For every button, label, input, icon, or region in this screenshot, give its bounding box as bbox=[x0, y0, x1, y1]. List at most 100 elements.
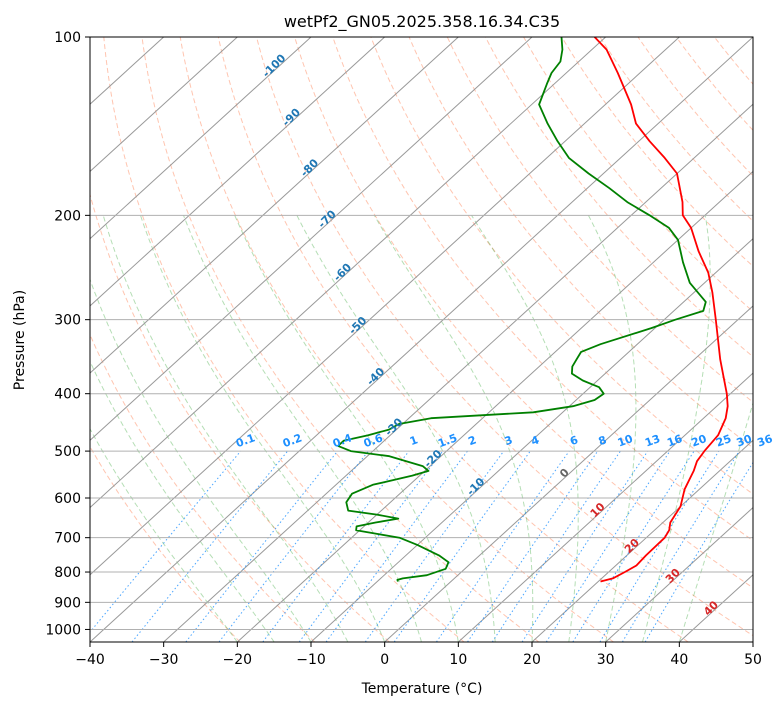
isotherm-line bbox=[90, 37, 607, 509]
mixing-ratio-label: 13 bbox=[643, 432, 662, 449]
dry-adiabat bbox=[599, 37, 753, 222]
dry-adiabat bbox=[90, 192, 390, 642]
mixing-ratio-label: 16 bbox=[665, 432, 684, 450]
isotherm-line bbox=[236, 170, 753, 642]
mixing-ratio-label: 2 bbox=[467, 433, 479, 448]
temperature-line bbox=[593, 37, 729, 583]
pressure-gridlines bbox=[90, 37, 753, 630]
isotherm-line bbox=[90, 37, 386, 307]
moist-adiabat bbox=[642, 215, 711, 642]
y-tick-label: 1000 bbox=[45, 622, 81, 638]
x-axis-title: Temperature (°C) bbox=[361, 681, 483, 697]
mixing-ratio-line bbox=[521, 450, 649, 642]
isotherm-line bbox=[90, 37, 533, 442]
dry-adiabat bbox=[446, 37, 753, 403]
y-tick-label: 800 bbox=[54, 565, 81, 581]
isotherm-line bbox=[531, 439, 753, 642]
mixing-ratio-label: 3 bbox=[503, 433, 515, 448]
y-tick-label: 400 bbox=[54, 387, 81, 403]
x-tick-label: 0 bbox=[380, 652, 389, 668]
mixing-ratio-label: 0.6 bbox=[362, 431, 385, 450]
dry-adiabat bbox=[408, 37, 753, 449]
mixing-ratio-line bbox=[435, 450, 570, 642]
x-tick-label: 10 bbox=[449, 652, 467, 668]
x-tick-label: −30 bbox=[149, 652, 179, 668]
mixing-ratio-label: 0.2 bbox=[281, 431, 304, 450]
moist-adiabat bbox=[587, 215, 637, 642]
mixing-ratio-line bbox=[298, 450, 444, 642]
mixing-ratio-line bbox=[491, 450, 621, 642]
dry-adiabat bbox=[179, 37, 614, 642]
x-tick-label: −40 bbox=[75, 652, 105, 668]
plot-frame bbox=[89, 36, 754, 643]
mixing-ratio-line bbox=[325, 450, 468, 642]
mixing-ratio-line bbox=[467, 450, 599, 642]
moist-adiabat bbox=[183, 215, 422, 642]
x-tick-label: 50 bbox=[744, 652, 762, 668]
dry-adiabat bbox=[752, 37, 753, 39]
x-tick-label: 30 bbox=[597, 652, 615, 668]
mixing-ratio-label: 10 bbox=[616, 432, 635, 450]
y-tick-label: 200 bbox=[54, 208, 81, 224]
dewpoint-line bbox=[337, 37, 707, 582]
mixing-ratio-line bbox=[262, 450, 410, 642]
isotherm-line bbox=[90, 37, 238, 173]
dry-adiabat bbox=[637, 37, 753, 177]
moist-adiabat bbox=[102, 215, 349, 642]
y-tick-label: 300 bbox=[54, 313, 81, 329]
isotherm-line bbox=[752, 641, 753, 642]
x-axis: −40 −30 −20 −10 0 10 20 30 40 50 bbox=[75, 642, 762, 668]
isotherm-line bbox=[310, 237, 753, 642]
mixing-ratio-line bbox=[393, 450, 531, 642]
x-tick-label: −10 bbox=[296, 652, 326, 668]
mixing-ratio-label: 36 bbox=[755, 432, 774, 450]
dry-adiabat bbox=[217, 37, 689, 642]
y-tick-label: 900 bbox=[54, 595, 81, 611]
y-tick-label: 700 bbox=[54, 531, 81, 547]
y-axis-title: Pressure (hPa) bbox=[12, 290, 28, 390]
isotherm-line bbox=[90, 37, 459, 374]
mixing-ratio-label: 1 bbox=[408, 433, 420, 448]
y-tick-label: 500 bbox=[54, 444, 81, 460]
x-tick-label: −20 bbox=[223, 652, 253, 668]
mixing-ratio-label: 6 bbox=[568, 433, 580, 448]
moist-adiabat bbox=[296, 215, 496, 642]
mixing-ratio-line bbox=[545, 450, 671, 642]
mixing-ratio-label: 4 bbox=[529, 433, 541, 448]
moist-adiabat bbox=[90, 278, 312, 642]
mixing-ratio-label: 8 bbox=[597, 433, 609, 448]
mixing-ratio-label: 1.5 bbox=[436, 431, 459, 450]
mixing-ratio-label: 20 bbox=[690, 432, 709, 450]
isotherm-line bbox=[90, 37, 312, 240]
x-tick-label: 40 bbox=[670, 652, 688, 668]
isotherm-line bbox=[90, 37, 680, 576]
mixing-ratio-label: 30 bbox=[735, 432, 754, 450]
x-tick-label: 20 bbox=[523, 652, 541, 668]
mixing-ratio-label: 0.4 bbox=[331, 431, 354, 450]
mixing-ratio-line bbox=[572, 450, 695, 642]
dry-adiabat bbox=[523, 37, 753, 313]
isotherm-line bbox=[605, 506, 753, 642]
dry-adiabat bbox=[294, 37, 753, 589]
mixing-ratio-label: 0.1 bbox=[234, 431, 257, 450]
dry-adiabat bbox=[141, 37, 540, 642]
mixing-ratio-line bbox=[90, 450, 242, 633]
dry-adiabat bbox=[90, 333, 316, 642]
isotherm-line bbox=[90, 37, 753, 642]
isotherm-line bbox=[163, 103, 753, 642]
isotherm-line bbox=[384, 305, 753, 642]
moist-adiabat bbox=[678, 401, 753, 642]
y-tick-label: 600 bbox=[54, 491, 81, 507]
dry-adiabat bbox=[256, 37, 753, 637]
dry-adiabat bbox=[332, 37, 753, 542]
y-tick-label: 100 bbox=[54, 30, 81, 46]
dry-adiabat bbox=[484, 37, 753, 358]
isotherm-line bbox=[457, 372, 753, 642]
mixing-ratio-line bbox=[185, 450, 338, 642]
background-lines bbox=[90, 37, 753, 642]
mixing-ratio-line bbox=[131, 450, 288, 642]
mixing-ratio-line bbox=[364, 450, 505, 642]
chart-title: wetPf2_GN05.2025.358.16.34.C35 bbox=[284, 12, 560, 32]
mixing-ratio-label: 25 bbox=[714, 432, 733, 449]
